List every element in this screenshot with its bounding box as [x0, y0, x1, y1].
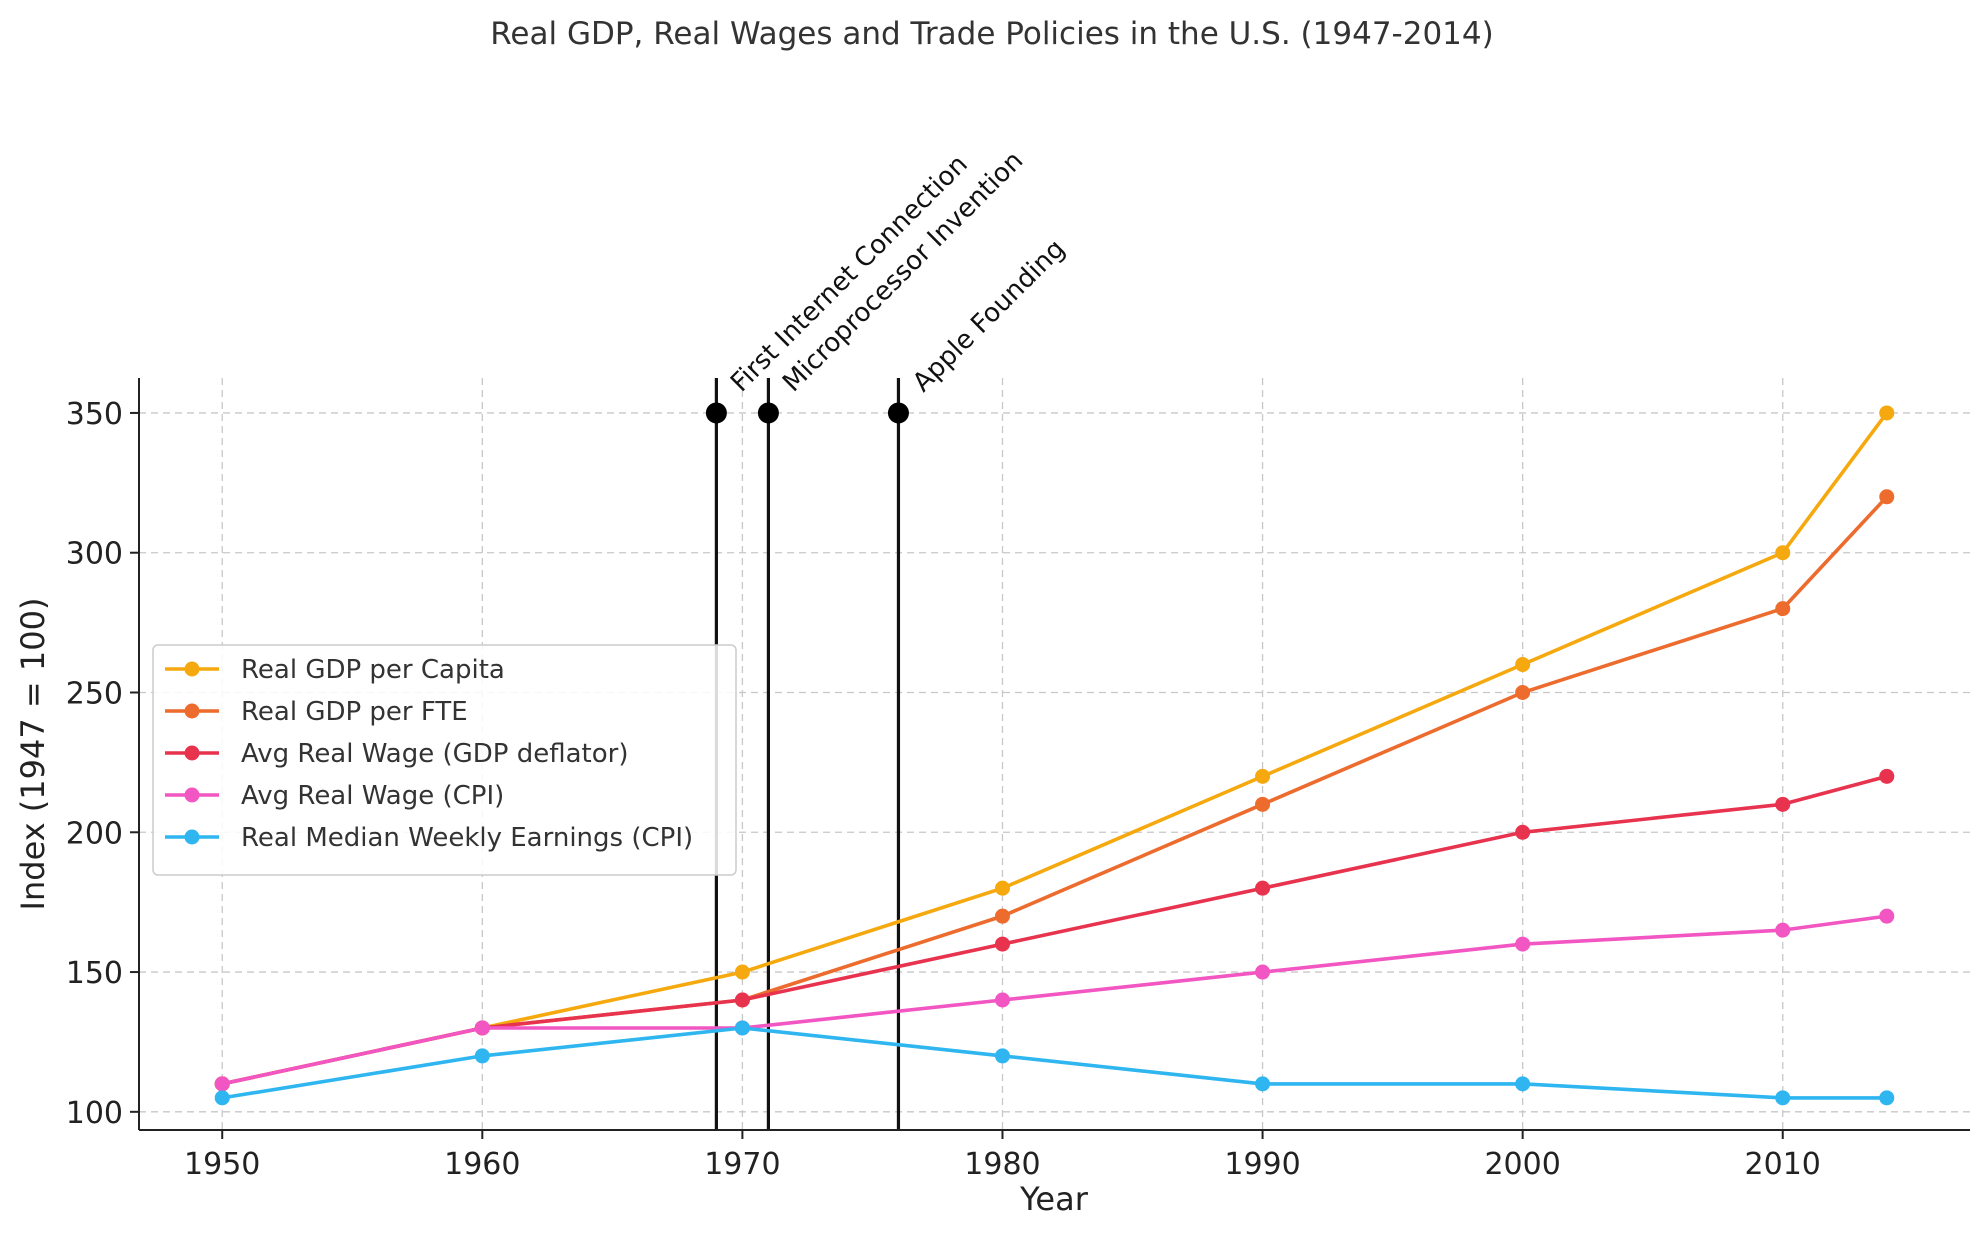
series-line	[220, 411, 1889, 1086]
y-tick-label: 200	[66, 816, 123, 851]
chart-title: Real GDP, Real Wages and Trade Policies …	[490, 16, 1493, 52]
data-point	[1879, 908, 1895, 924]
legend-label: Real GDP per FTE	[241, 697, 468, 727]
series-line	[220, 914, 1889, 1086]
y-tick-label: 350	[66, 397, 123, 432]
data-point	[1775, 1090, 1791, 1106]
series	[214, 1020, 1895, 1106]
legend-swatch-marker	[184, 745, 200, 761]
series-line	[220, 774, 1889, 1086]
y-tick-label: 300	[66, 537, 123, 572]
legend-swatch-marker	[184, 661, 200, 677]
data-point	[994, 908, 1010, 924]
data-point	[1879, 489, 1895, 505]
data-point	[734, 992, 750, 1008]
legend-swatch-marker	[184, 787, 200, 803]
data-point	[1255, 880, 1271, 896]
x-axis-label: Year	[1019, 1180, 1089, 1218]
legend-item: Avg Real Wage (GDP deflator)	[165, 739, 628, 769]
event-markers: First Internet ConnectionMicroprocessor …	[705, 146, 1071, 1130]
data-point	[1515, 684, 1531, 700]
legend-item: Real GDP per FTE	[165, 697, 468, 727]
legend-swatch-marker	[184, 829, 200, 845]
data-point	[1255, 964, 1271, 980]
data-point	[1775, 796, 1791, 812]
legend-label: Real GDP per Capita	[241, 655, 505, 685]
series	[214, 768, 1895, 1092]
data-point	[214, 1090, 230, 1106]
legend-swatch-marker	[184, 703, 200, 719]
series-line	[220, 1026, 1889, 1100]
x-tick-label: 1990	[1224, 1147, 1300, 1182]
data-series	[214, 405, 1895, 1106]
data-point	[1255, 768, 1271, 784]
x-tick-label: 1980	[964, 1147, 1040, 1182]
data-point	[734, 1020, 750, 1036]
event-marker	[705, 402, 727, 424]
axes	[138, 378, 1970, 1131]
data-point	[1775, 545, 1791, 561]
data-point	[1515, 824, 1531, 840]
data-point	[1255, 1076, 1271, 1092]
legend-box	[152, 644, 737, 876]
y-axis-label: Index (1947 = 100)	[14, 598, 52, 911]
data-point	[1255, 796, 1271, 812]
y-tick-label: 150	[66, 956, 123, 991]
data-point	[1775, 922, 1791, 938]
event-marker	[757, 402, 779, 424]
data-point	[994, 992, 1010, 1008]
x-tick-label: 1960	[444, 1147, 520, 1182]
data-point	[474, 1048, 490, 1064]
legend: Real GDP per Capita Real GDP per FTE Avg R…	[152, 644, 737, 876]
data-point	[1515, 1076, 1531, 1092]
event-marker	[887, 402, 909, 424]
data-point	[1879, 1090, 1895, 1106]
y-tick-label: 250	[66, 676, 123, 711]
data-point	[1879, 405, 1895, 421]
data-point	[214, 1076, 230, 1092]
event-label: Microprocessor Invention	[777, 146, 1029, 398]
legend-item: Avg Real Wage (CPI)	[165, 781, 504, 811]
legend-item: Real Median Weekly Earnings (CPI)	[165, 823, 693, 853]
x-tick-label: 2010	[1745, 1147, 1821, 1182]
data-point	[994, 880, 1010, 896]
x-tick-label: 1950	[184, 1147, 260, 1182]
x-tick-label: 2000	[1484, 1147, 1560, 1182]
legend-label: Avg Real Wage (CPI)	[241, 781, 504, 811]
data-point	[1515, 657, 1531, 673]
legend-label: Real Median Weekly Earnings (CPI)	[241, 823, 693, 853]
y-tick-label: 100	[66, 1096, 123, 1131]
legend-label: Avg Real Wage (GDP deflator)	[241, 739, 628, 769]
data-point	[994, 1048, 1010, 1064]
axis-ticks: 1950 1960 1970 1980 1990 2000 2010 100 150 200 250…	[66, 397, 1821, 1182]
data-point	[1879, 768, 1895, 784]
data-point	[1515, 936, 1531, 952]
data-point	[734, 964, 750, 980]
data-point	[994, 936, 1010, 952]
data-point	[1775, 601, 1791, 617]
x-tick-label: 1970	[704, 1147, 780, 1182]
data-point	[474, 1020, 490, 1036]
legend-item: Real GDP per Capita	[165, 655, 505, 685]
series	[214, 908, 1895, 1092]
